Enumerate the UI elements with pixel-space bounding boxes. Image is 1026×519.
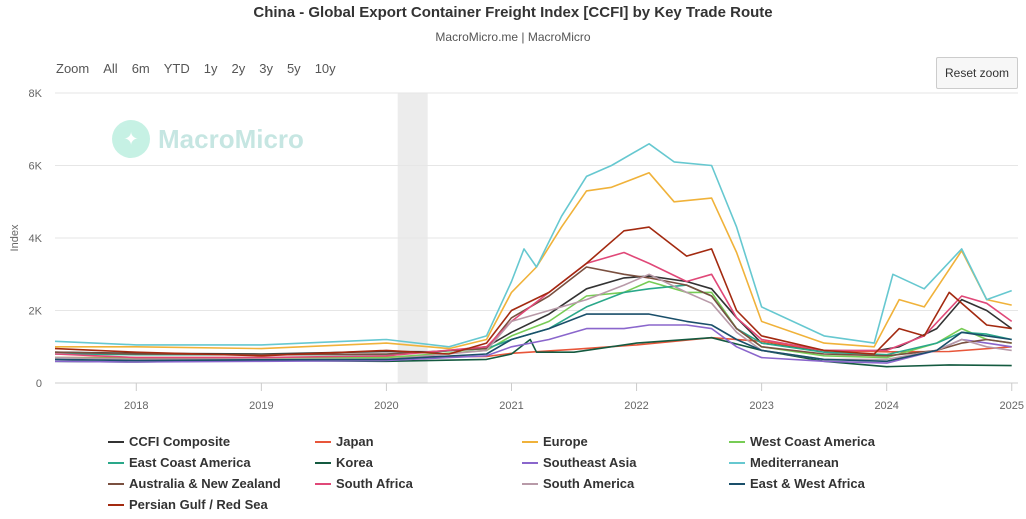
range-button-all[interactable]: All <box>103 61 118 76</box>
legend-swatch <box>315 461 331 464</box>
legend-swatch <box>522 440 538 443</box>
legend-label: Europe <box>543 434 588 449</box>
legend-label: Australia & New Zealand <box>129 476 281 491</box>
legend-swatch <box>729 482 745 485</box>
legend: CCFI Composite Japan Europe West Coast Amer… <box>108 433 988 513</box>
legend-label: Japan <box>336 434 374 449</box>
range-button-ytd[interactable]: YTD <box>163 61 190 76</box>
legend-swatch <box>729 440 745 443</box>
x-tick-label: 2021 <box>499 400 523 412</box>
watermark-text: MacroMicro <box>158 123 304 154</box>
macromicro-logo-icon: ✦ <box>112 120 150 158</box>
legend-item[interactable]: Europe <box>522 433 729 450</box>
reset-zoom-button[interactable]: Reset zoom <box>936 57 1018 89</box>
legend-label: East Coast America <box>129 455 251 470</box>
series-line-mediterranean <box>54 143 1012 348</box>
legend-item[interactable]: Australia & New Zealand <box>108 475 315 492</box>
legend-item[interactable]: Korea <box>315 454 522 471</box>
y-tick-label: 2K <box>29 306 43 318</box>
legend-item[interactable]: Mediterranean <box>729 454 936 471</box>
range-button-2y[interactable]: 2y <box>231 61 246 76</box>
legend-item[interactable]: West Coast America <box>729 433 936 450</box>
range-button-10y[interactable]: 10y <box>314 61 336 76</box>
legend-label: East & West Africa <box>750 476 865 491</box>
series-line-south-africa <box>54 251 1013 359</box>
series-line-east-west-africa <box>54 313 1012 363</box>
range-selector: Zoom All 6m YTD 1y 2y 3y 5y 10y <box>56 61 350 76</box>
y-tick-label: 8K <box>29 88 43 100</box>
range-button-1y[interactable]: 1y <box>203 61 218 76</box>
range-button-3y[interactable]: 3y <box>259 61 273 76</box>
legend-label: Mediterranean <box>750 455 839 470</box>
legend-label: Southeast Asia <box>543 455 637 470</box>
x-tick-label: 2019 <box>249 400 273 412</box>
x-tick-label: 2025 <box>1000 400 1024 412</box>
legend-swatch <box>729 461 745 464</box>
legend-swatch <box>108 440 124 443</box>
range-button-5y[interactable]: 5y <box>286 61 301 76</box>
legend-label: Persian Gulf / Red Sea <box>129 497 268 512</box>
legend-item[interactable]: East & West Africa <box>729 475 936 492</box>
y-tick-label: 6K <box>29 161 43 173</box>
x-tick-label: 2022 <box>624 400 648 412</box>
x-tick-label: 2020 <box>374 400 398 412</box>
legend-label: South Africa <box>336 476 413 491</box>
legend-swatch <box>522 482 538 485</box>
chart-title: China - Global Export Container Freight … <box>253 4 773 21</box>
legend-item[interactable]: South America <box>522 475 729 492</box>
legend-item[interactable]: CCFI Composite <box>108 433 315 450</box>
range-button-6m[interactable]: 6m <box>131 61 150 76</box>
legend-swatch <box>522 461 538 464</box>
zoom-label: Zoom <box>56 61 90 76</box>
chart-subtitle: MacroMicro.me | MacroMicro <box>435 30 591 44</box>
legend-swatch <box>108 482 124 485</box>
series-line-persian-gulf-red-sea <box>54 226 1012 357</box>
legend-item[interactable]: Persian Gulf / Red Sea <box>108 496 315 513</box>
legend-item[interactable]: South Africa <box>315 475 522 492</box>
x-tick-label: 2023 <box>749 400 773 412</box>
y-axis-title: Index <box>9 224 21 251</box>
legend-label: CCFI Composite <box>129 434 231 449</box>
series-line-europe <box>55 172 1012 350</box>
y-tick-label: 0 <box>36 378 42 390</box>
chart-area[interactable]: 0 2K 4K 6K 8K Index 2018 2019 2020 2021 2022 2023 20… <box>0 0 1026 430</box>
legend-item[interactable]: Japan <box>315 433 522 450</box>
legend-swatch <box>108 503 124 506</box>
legend-label: Korea <box>336 455 373 470</box>
watermark: ✦ MacroMicro <box>112 120 304 158</box>
legend-swatch <box>315 482 331 485</box>
legend-label: West Coast America <box>750 434 875 449</box>
legend-item[interactable]: East Coast America <box>108 454 315 471</box>
legend-item[interactable]: Southeast Asia <box>522 454 729 471</box>
legend-label: South America <box>543 476 635 491</box>
x-tick-label: 2024 <box>874 400 898 412</box>
x-tick-label: 2018 <box>124 400 148 412</box>
y-tick-label: 4K <box>29 233 43 245</box>
legend-swatch <box>315 440 331 443</box>
legend-swatch <box>108 461 124 464</box>
